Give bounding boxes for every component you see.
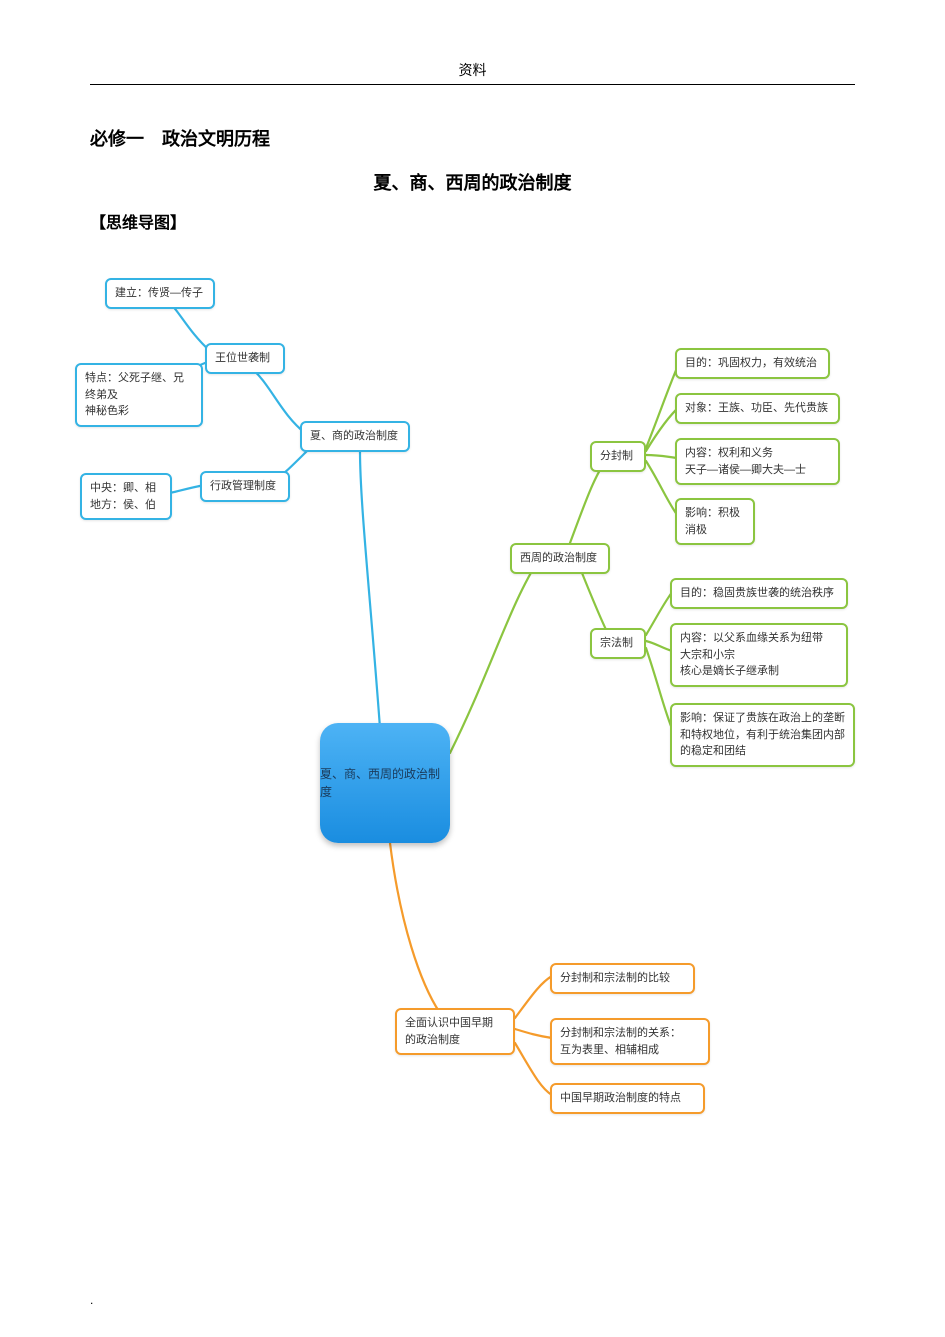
mindmap-node: 建立：传贤—传子 xyxy=(105,278,215,309)
mindmap-node: 内容：以父系血缘关系为纽带 大宗和小宗 核心是嫡长子继承制 xyxy=(670,623,848,687)
mindmap-node: 分封制和宗法制的比较 xyxy=(550,963,695,994)
footer-dot: . xyxy=(90,1293,93,1307)
mindmap-node: 王位世袭制 xyxy=(205,343,285,374)
mindmap-node: 对象：王族、功臣、先代贵族 xyxy=(675,393,840,424)
mindmap-node: 特点：父死子继、兄终弟及 神秘色彩 xyxy=(75,363,203,427)
mindmap-node: 分封制和宗法制的关系： 互为表里、相辅相成 xyxy=(550,1018,710,1065)
mindmap-node: 影响：保证了贵族在政治上的垄断和特权地位，有利于统治集团内部的稳定和团结 xyxy=(670,703,855,767)
mindmap-node: 目的：稳固贵族世袭的统治秩序 xyxy=(670,578,848,609)
mindmap: 夏、商、西周的政治制度 夏、商的政治制度 王位世袭制 建立：传贤—传子特点：父死子继、… xyxy=(70,243,860,1243)
mindmap-node: 夏、商的政治制度 xyxy=(300,421,410,452)
mindmap-node: 全面认识中国早期 的政治制度 xyxy=(395,1008,515,1055)
mindmap-node: 影响：积极 消极 xyxy=(675,498,755,545)
topic-title: 夏、商、西周的政治制度 xyxy=(90,169,855,195)
header-text: 资料 xyxy=(459,62,487,78)
section-label: 【思维导图】 xyxy=(90,209,855,233)
mindmap-node: 分封制 xyxy=(590,441,646,472)
mindmap-node: 内容：权利和义务 天子—诸侯—卿大夫—士 xyxy=(675,438,840,485)
document-page: 资料 必修一 政治文明历程 夏、商、西周的政治制度 【思维导图】 夏、商、西周的… xyxy=(0,0,945,1337)
mindmap-node: 中国早期政治制度的特点 xyxy=(550,1083,705,1114)
mindmap-node: 宗法制 xyxy=(590,628,646,659)
mindmap-node: 中央：卿、相 地方：侯、伯 xyxy=(80,473,172,520)
mindmap-node: 目的：巩固权力，有效统治 xyxy=(675,348,830,379)
page-header: 资料 xyxy=(90,60,855,85)
course-title: 必修一 政治文明历程 xyxy=(90,125,855,151)
mindmap-root: 夏、商、西周的政治制度 xyxy=(320,723,450,843)
mindmap-node: 行政管理制度 xyxy=(200,471,290,502)
mindmap-node: 西周的政治制度 xyxy=(510,543,610,574)
